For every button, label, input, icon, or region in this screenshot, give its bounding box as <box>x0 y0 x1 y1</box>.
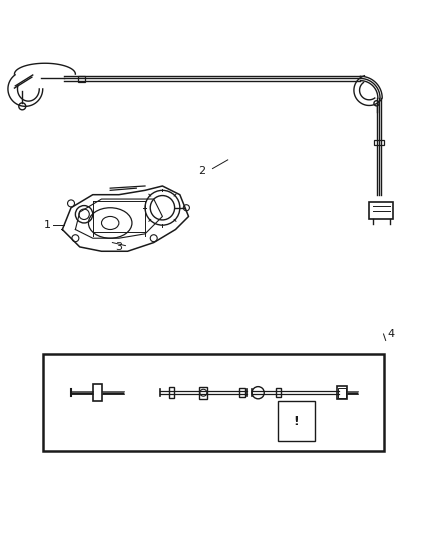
Bar <box>43 353 385 451</box>
Bar <box>338 388 346 398</box>
Bar <box>169 387 174 398</box>
Bar <box>369 202 393 219</box>
Bar <box>276 389 281 397</box>
Bar <box>374 140 385 145</box>
Text: !: ! <box>293 415 299 427</box>
Bar <box>78 76 85 82</box>
Bar <box>199 386 207 399</box>
Bar <box>336 386 347 399</box>
Text: 1: 1 <box>44 220 50 230</box>
Text: 4: 4 <box>387 329 395 339</box>
Bar <box>278 401 315 441</box>
Text: 2: 2 <box>198 166 205 176</box>
Text: 3: 3 <box>115 242 122 252</box>
Bar <box>240 389 245 397</box>
Bar <box>93 384 102 401</box>
